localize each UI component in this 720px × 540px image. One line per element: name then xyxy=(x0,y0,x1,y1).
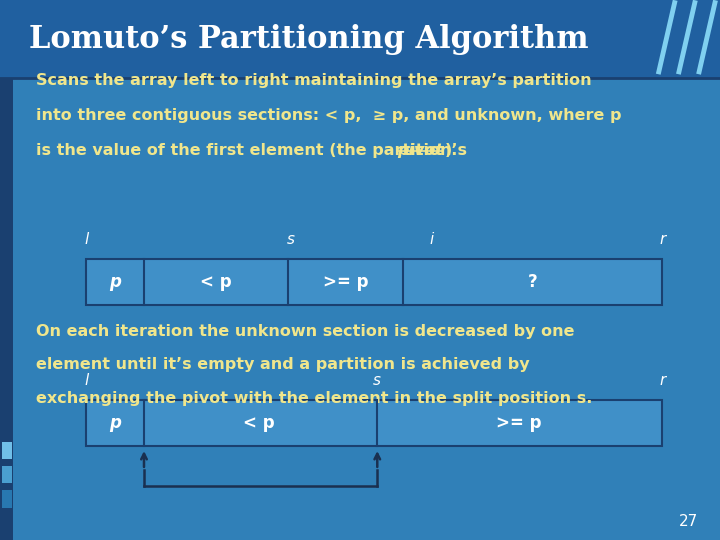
Text: r: r xyxy=(660,232,665,247)
Text: into three contiguous sections: < p,  ≥ p, and unknown, where p: into three contiguous sections: < p, ≥ p… xyxy=(36,108,621,123)
Text: < p: < p xyxy=(243,414,275,431)
Text: < p: < p xyxy=(200,273,232,291)
Text: On each iteration the unknown section is decreased by one: On each iteration the unknown section is… xyxy=(36,324,575,339)
Text: element until it’s empty and a partition is achieved by: element until it’s empty and a partition… xyxy=(36,357,530,373)
FancyBboxPatch shape xyxy=(2,490,12,508)
Text: is the value of the first element (the partition’s: is the value of the first element (the p… xyxy=(36,143,472,158)
FancyBboxPatch shape xyxy=(0,79,13,540)
FancyBboxPatch shape xyxy=(86,400,662,446)
Text: ).: ). xyxy=(445,143,459,158)
Text: Scans the array left to right maintaining the array’s partition: Scans the array left to right maintainin… xyxy=(36,73,592,88)
FancyBboxPatch shape xyxy=(86,259,662,305)
Text: s: s xyxy=(287,232,295,247)
Text: i: i xyxy=(430,232,434,247)
FancyBboxPatch shape xyxy=(2,466,12,483)
FancyBboxPatch shape xyxy=(2,442,12,459)
Text: r: r xyxy=(660,373,665,388)
FancyBboxPatch shape xyxy=(0,0,720,78)
Text: >= p: >= p xyxy=(323,273,369,291)
Text: >= p: >= p xyxy=(495,414,541,431)
Text: s: s xyxy=(373,373,382,388)
Text: l: l xyxy=(84,373,89,388)
Text: p: p xyxy=(109,414,121,431)
Text: Lomuto’s Partitioning Algorithm: Lomuto’s Partitioning Algorithm xyxy=(29,24,588,55)
Text: ?: ? xyxy=(528,273,538,291)
Text: pivot: pivot xyxy=(397,143,444,158)
Text: exchanging the pivot with the element in the split position s.: exchanging the pivot with the element in… xyxy=(36,391,593,406)
Text: 27: 27 xyxy=(679,514,698,529)
Text: l: l xyxy=(84,232,89,247)
Text: p: p xyxy=(109,273,121,291)
